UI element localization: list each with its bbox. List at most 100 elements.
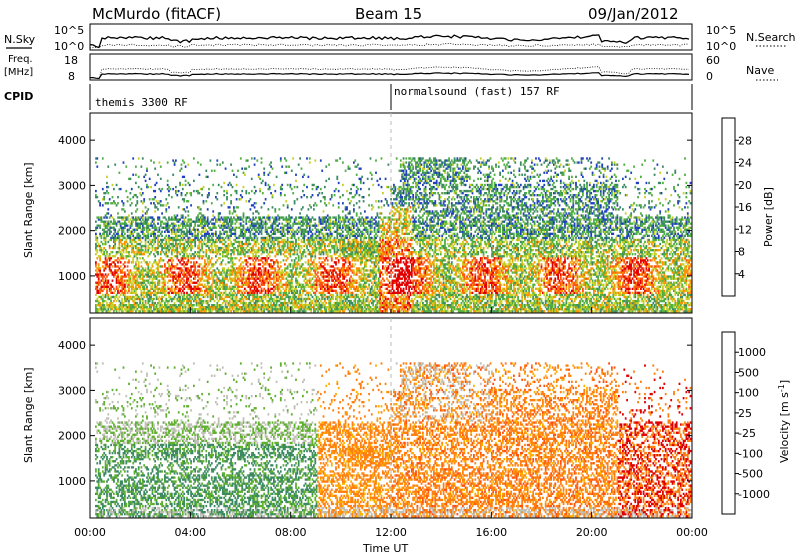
power-cell bbox=[120, 251, 122, 253]
power-cell bbox=[116, 306, 118, 308]
power-cell bbox=[170, 247, 172, 249]
power-cell bbox=[182, 216, 184, 218]
power-cell bbox=[138, 265, 140, 267]
power-cell bbox=[112, 251, 114, 253]
power-cell bbox=[95, 243, 97, 245]
power-cell bbox=[149, 284, 151, 286]
power-cell bbox=[138, 263, 140, 265]
power-cell bbox=[135, 292, 137, 294]
power-cell bbox=[170, 280, 172, 282]
power-cell bbox=[168, 251, 170, 253]
power-cell bbox=[128, 259, 130, 261]
power-cell bbox=[185, 227, 187, 229]
power-cell bbox=[197, 286, 199, 288]
power-cell bbox=[152, 288, 154, 290]
power-cell bbox=[96, 298, 98, 300]
power-cell bbox=[107, 192, 109, 194]
power-cell bbox=[106, 292, 108, 294]
power-cell bbox=[159, 280, 161, 282]
power-cell bbox=[128, 300, 130, 302]
power-cell bbox=[112, 196, 114, 198]
power-cell bbox=[152, 225, 154, 227]
power-cell bbox=[128, 284, 130, 286]
power-cell bbox=[117, 212, 119, 214]
power-cell bbox=[149, 300, 151, 302]
power-cell bbox=[131, 202, 133, 204]
power-cell bbox=[170, 259, 172, 261]
power-cell bbox=[136, 308, 138, 310]
power-cell bbox=[176, 237, 178, 239]
power-cell bbox=[123, 255, 125, 257]
power-cell bbox=[192, 306, 194, 308]
power-cell bbox=[165, 235, 167, 237]
power-cell bbox=[160, 200, 162, 202]
power-cell bbox=[135, 210, 137, 212]
power-cell bbox=[150, 235, 152, 237]
power-cell bbox=[135, 271, 137, 273]
power-cell bbox=[101, 241, 103, 243]
power-cell bbox=[199, 247, 201, 249]
power-cell bbox=[119, 249, 121, 251]
power-cell bbox=[121, 278, 123, 280]
power-cell bbox=[190, 194, 192, 196]
power-cell bbox=[186, 206, 188, 208]
power-cell bbox=[157, 267, 159, 269]
power-cell bbox=[153, 271, 155, 273]
power-cell bbox=[138, 267, 140, 269]
power-cell bbox=[95, 161, 97, 163]
power-cell bbox=[160, 253, 162, 255]
power-cell bbox=[145, 174, 147, 176]
power-cell bbox=[106, 261, 108, 263]
power-cell bbox=[114, 298, 116, 300]
power-cell bbox=[165, 251, 167, 253]
power-cell bbox=[157, 251, 159, 253]
power-cell bbox=[109, 310, 111, 312]
power-cell bbox=[102, 188, 104, 190]
freq-tick-bottom: 8 bbox=[68, 70, 75, 83]
power-cell bbox=[139, 225, 141, 227]
power-cell bbox=[145, 304, 147, 306]
power-cell bbox=[174, 302, 176, 304]
power-cell bbox=[109, 198, 111, 200]
power-cell bbox=[127, 200, 129, 202]
power-cell bbox=[186, 292, 188, 294]
power-cell bbox=[147, 267, 149, 269]
power-cell bbox=[149, 178, 151, 180]
power-cell bbox=[193, 261, 195, 263]
power-cell bbox=[99, 257, 101, 259]
power-cell bbox=[131, 282, 133, 284]
power-cell bbox=[99, 255, 101, 257]
power-cell bbox=[152, 292, 154, 294]
power-cell bbox=[154, 190, 156, 192]
power-cell bbox=[114, 243, 116, 245]
power-cell bbox=[189, 221, 191, 223]
power-cell bbox=[199, 257, 201, 259]
power-cell bbox=[154, 284, 156, 286]
power-cell bbox=[142, 273, 144, 275]
power-cell bbox=[171, 267, 173, 269]
power-cell bbox=[113, 292, 115, 294]
power-cell bbox=[176, 286, 178, 288]
power-cell bbox=[147, 241, 149, 243]
power-cell bbox=[106, 284, 108, 286]
power-cell bbox=[163, 259, 165, 261]
power-cell bbox=[156, 249, 158, 251]
power-cell bbox=[112, 280, 114, 282]
power-cell bbox=[183, 198, 185, 200]
power-cell bbox=[194, 251, 196, 253]
power-cell bbox=[119, 243, 121, 245]
power-cell bbox=[161, 188, 163, 190]
power-cell bbox=[190, 255, 192, 257]
power-cell bbox=[113, 300, 115, 302]
power-cell bbox=[142, 218, 144, 220]
power-cell bbox=[170, 296, 172, 298]
power-cell bbox=[146, 296, 148, 298]
power-cell bbox=[106, 227, 108, 229]
power-cell bbox=[183, 161, 185, 163]
power-cell bbox=[119, 172, 121, 174]
power-cell bbox=[145, 300, 147, 302]
power-cell bbox=[190, 223, 192, 225]
power-cell bbox=[154, 255, 156, 257]
power-cell bbox=[167, 180, 169, 182]
power-cell bbox=[181, 164, 183, 166]
